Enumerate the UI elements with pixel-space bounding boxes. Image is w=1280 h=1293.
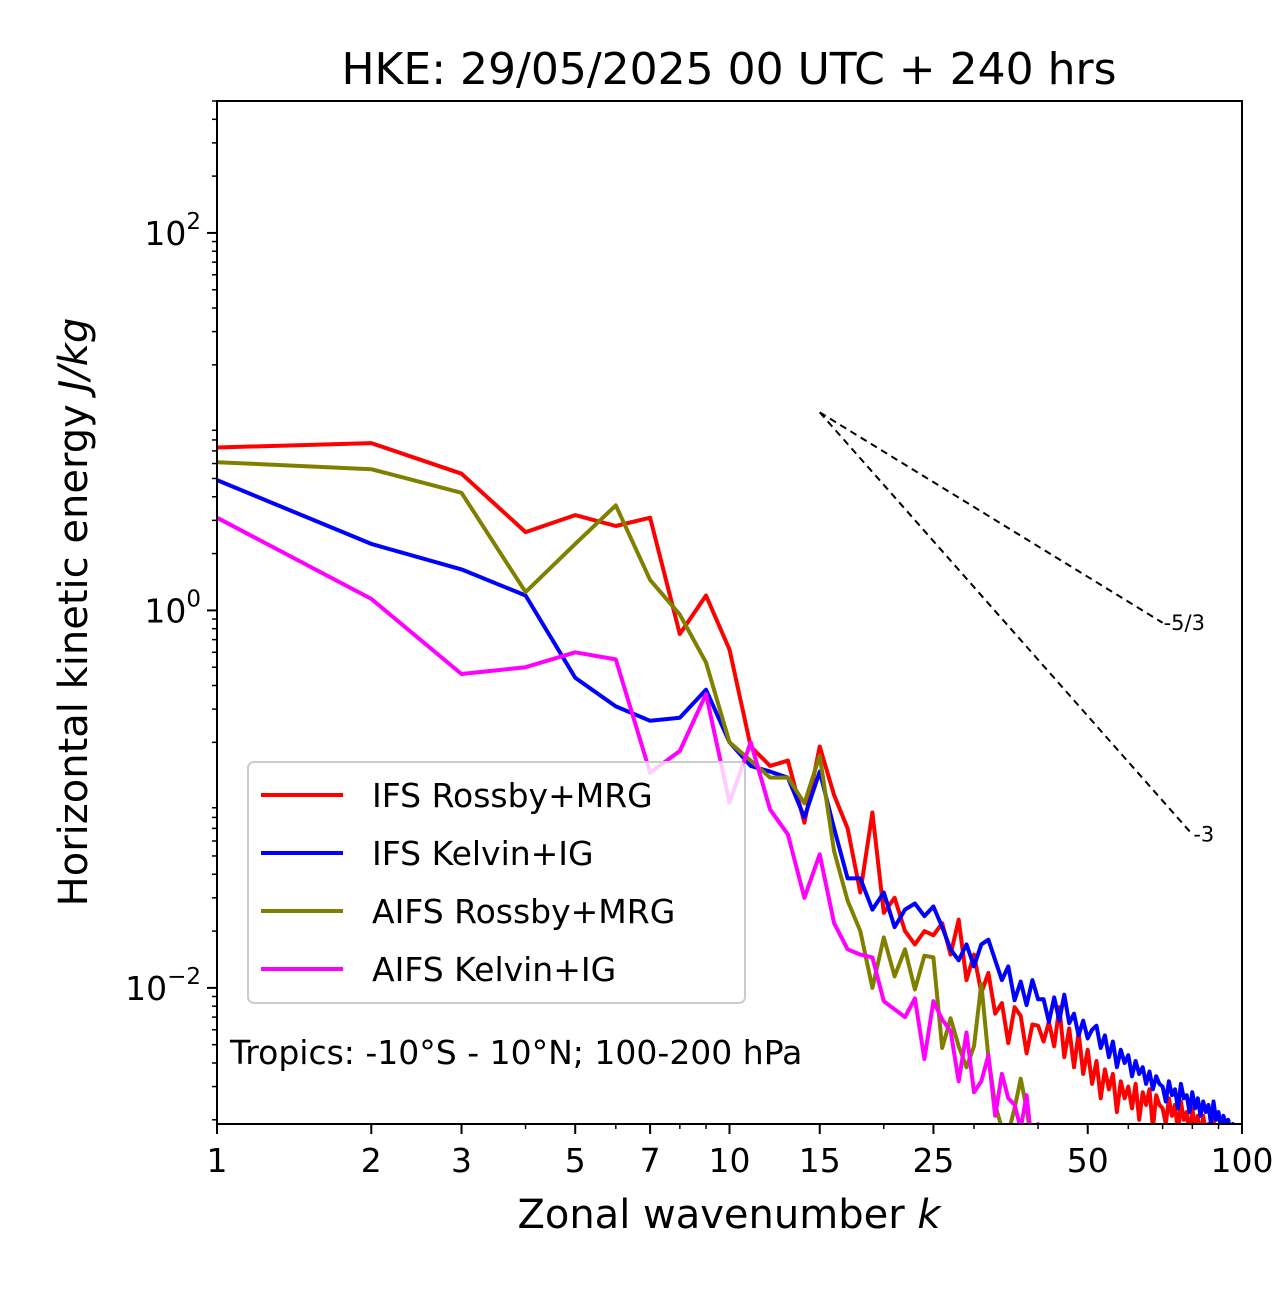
- series-line: [217, 441, 1226, 1124]
- y-tick-label: 102: [144, 209, 201, 253]
- reference-line: [819, 411, 1164, 624]
- reference-slope-lines: -5/3 -3: [818, 411, 1214, 846]
- x-tick-label: 5: [565, 1141, 586, 1180]
- legend-label: IFS Kelvin+IG: [372, 834, 594, 873]
- x-tick-label: 2: [361, 1141, 382, 1180]
- legend-label: IFS Rossby+MRG: [372, 776, 653, 815]
- chart-title: HKE: 29/05/2025 00 UTC + 240 hrs: [341, 44, 1116, 95]
- x-axis-label-var: k: [917, 1192, 942, 1238]
- x-axis-label: Zonal wavenumber k: [517, 1192, 942, 1238]
- reference-line-label: -5/3: [1164, 611, 1205, 635]
- x-tick-label: 3: [451, 1141, 472, 1180]
- legend: IFS Rossby+MRG IFS Kelvin+IG AIFS Rossby+M…: [247, 761, 746, 1004]
- reference-line: [818, 411, 1194, 836]
- x-axis-label-text: Zonal wavenumber: [517, 1192, 905, 1238]
- y-tick-label: 10−2: [125, 964, 201, 1008]
- axis-ticks: 1 2 3 5 7 10 15 25 50 100 102 100 10−2: [125, 100, 1274, 1180]
- y-axis-label-unit: J/kg: [51, 318, 97, 399]
- series-line: [217, 460, 1031, 1124]
- legend-label: AIFS Kelvin+IG: [372, 950, 616, 989]
- y-tick-label: 100: [144, 586, 201, 630]
- x-tick-label: 1: [207, 1141, 228, 1180]
- series-line: [217, 477, 1235, 1124]
- plot-frame: [216, 100, 1243, 1125]
- legend-label: AIFS Rossby+MRG: [372, 892, 675, 931]
- x-tick-label: 15: [799, 1141, 841, 1180]
- x-tick-label: 10: [709, 1141, 751, 1180]
- x-tick-label: 25: [912, 1141, 954, 1180]
- y-axis-label-text: Horizontal kinetic energy: [51, 404, 97, 906]
- x-tick-label: 100: [1211, 1141, 1274, 1180]
- reference-line-label: -3: [1193, 822, 1214, 846]
- legend-box: [247, 761, 746, 1004]
- y-axis-label: Horizontal kinetic energy J/kg: [51, 318, 97, 907]
- region-annotation: Tropics: -10°S - 10°N; 100-200 hPa: [229, 1033, 802, 1072]
- x-tick-label: 50: [1067, 1141, 1109, 1180]
- x-tick-label: 7: [640, 1141, 661, 1180]
